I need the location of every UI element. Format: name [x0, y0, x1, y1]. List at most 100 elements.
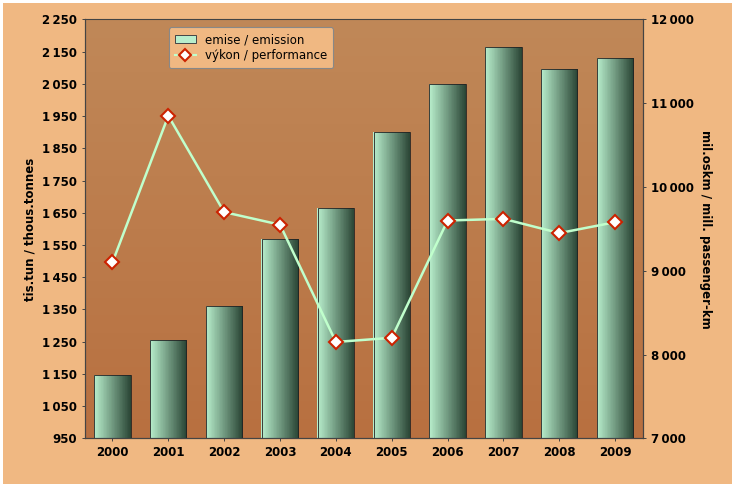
Bar: [385, 132, 386, 438]
Bar: [292, 239, 293, 438]
Bar: [352, 208, 354, 438]
Bar: [624, 58, 625, 438]
Bar: [282, 239, 283, 438]
Bar: [441, 84, 442, 438]
Bar: [554, 70, 555, 438]
Bar: [620, 58, 621, 438]
Bar: [570, 70, 571, 438]
Bar: [178, 340, 179, 438]
Bar: [541, 70, 578, 438]
Bar: [456, 84, 457, 438]
Bar: [387, 132, 388, 438]
Bar: [399, 132, 400, 438]
Bar: [96, 375, 97, 438]
Bar: [323, 208, 324, 438]
Bar: [429, 84, 466, 438]
Bar: [559, 70, 560, 438]
Bar: [225, 306, 226, 438]
Bar: [352, 208, 353, 438]
Bar: [451, 84, 452, 438]
Bar: [182, 340, 183, 438]
Bar: [236, 306, 237, 438]
Bar: [489, 47, 490, 438]
Bar: [125, 375, 126, 438]
Bar: [158, 340, 159, 438]
Bar: [449, 84, 450, 438]
Bar: [386, 132, 387, 438]
Bar: [215, 306, 216, 438]
Bar: [286, 239, 287, 438]
Bar: [221, 306, 222, 438]
Bar: [129, 375, 130, 438]
Bar: [497, 47, 498, 438]
Bar: [156, 340, 157, 438]
Bar: [508, 47, 509, 438]
Bar: [171, 340, 172, 438]
Bar: [326, 208, 327, 438]
Bar: [576, 70, 577, 438]
Bar: [499, 47, 500, 438]
Bar: [488, 47, 489, 438]
Bar: [485, 47, 522, 438]
Bar: [397, 132, 398, 438]
Bar: [222, 306, 223, 438]
Bar: [601, 58, 602, 438]
Bar: [285, 239, 286, 438]
Bar: [501, 47, 502, 438]
Bar: [174, 340, 175, 438]
Bar: [289, 239, 290, 438]
Bar: [186, 340, 187, 438]
Bar: [111, 375, 112, 438]
Bar: [445, 84, 446, 438]
Bar: [241, 306, 242, 438]
Bar: [560, 70, 561, 438]
Bar: [227, 306, 228, 438]
Bar: [110, 375, 111, 438]
Bar: [408, 132, 409, 438]
Bar: [207, 306, 208, 438]
Bar: [210, 306, 212, 438]
Bar: [325, 208, 326, 438]
Bar: [293, 239, 294, 438]
Bar: [271, 239, 272, 438]
Bar: [490, 47, 491, 438]
Bar: [351, 208, 352, 438]
Bar: [229, 306, 230, 438]
Bar: [574, 70, 575, 438]
Bar: [492, 47, 493, 438]
Bar: [294, 239, 295, 438]
Bar: [373, 132, 374, 438]
Bar: [226, 306, 227, 438]
Bar: [549, 70, 550, 438]
Bar: [600, 58, 601, 438]
Bar: [452, 84, 453, 438]
Bar: [159, 340, 160, 438]
Bar: [154, 340, 156, 438]
Bar: [565, 70, 566, 438]
Bar: [277, 239, 278, 438]
Bar: [213, 306, 214, 438]
Bar: [493, 47, 494, 438]
Bar: [503, 47, 504, 438]
Bar: [284, 239, 285, 438]
Bar: [604, 58, 605, 438]
Bar: [122, 375, 123, 438]
Bar: [168, 340, 169, 438]
Bar: [509, 47, 510, 438]
Bar: [161, 340, 162, 438]
Bar: [631, 58, 633, 438]
Bar: [184, 340, 185, 438]
Bar: [263, 239, 264, 438]
Bar: [334, 208, 335, 438]
Bar: [393, 132, 394, 438]
Bar: [109, 375, 110, 438]
Bar: [324, 208, 325, 438]
Bar: [619, 58, 620, 438]
Bar: [167, 340, 168, 438]
Bar: [125, 375, 126, 438]
Bar: [332, 208, 333, 438]
Bar: [291, 239, 292, 438]
Bar: [237, 306, 238, 438]
Bar: [547, 70, 548, 438]
Bar: [238, 306, 239, 438]
